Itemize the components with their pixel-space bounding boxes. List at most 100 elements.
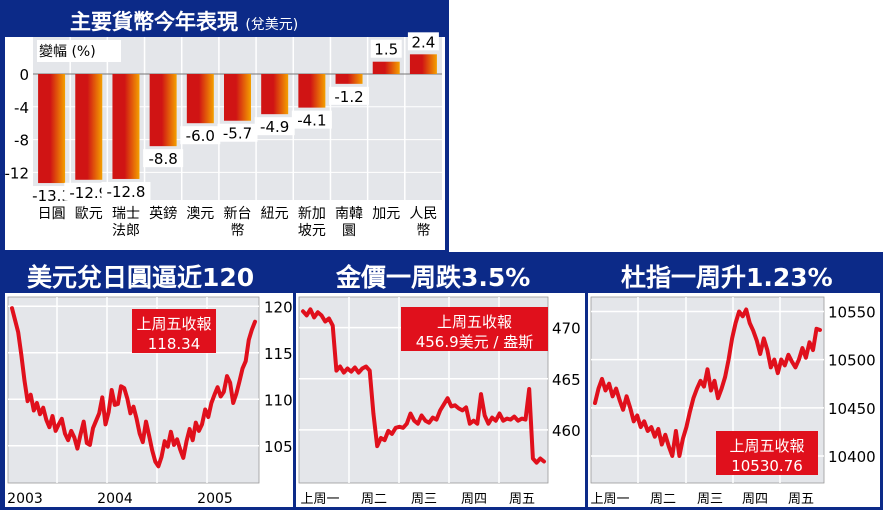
x-tick-label: 周二 (650, 492, 676, 507)
price-line (301, 307, 546, 465)
x-tick-label: 周五 (788, 492, 814, 507)
x-category-label: 歐元 (75, 206, 103, 222)
gold-chart-box: 460 465 470 上周一 周二 周三 周四 周五 上周五收報 456.9美元 / 盎斯 (296, 293, 585, 507)
x-tick-label: 周三 (697, 492, 723, 507)
x-category-label: 日圓 (38, 206, 66, 222)
bar-value-label: 2.4 (411, 33, 435, 51)
bar-value-label-bg (143, 149, 184, 168)
y-tick-label: 120 (264, 298, 293, 316)
x-category-label: 加元 (372, 206, 400, 222)
x-tick-label: 周四 (742, 492, 768, 507)
y-tick-label: 465 (552, 371, 581, 389)
usdjpy-chart-box: 105 110 115 120 2003 2004 2005 上周五收報 118.34 (5, 293, 293, 507)
bar-value-label-bg (64, 182, 114, 201)
close-price-text: 456.9美元 / 盎斯 (416, 333, 534, 351)
y-tick-label: -12 (5, 164, 30, 182)
x-category-label: 英鎊 (149, 205, 177, 222)
bar-value-label: -8.8 (148, 150, 177, 168)
bar-panel-subtitle: (兌美元) (245, 17, 299, 33)
bottom-panels: 美元兌日圓逼近120 金價一周跌3.5% 杜指一周升1.23% 105 110 11… (0, 252, 883, 510)
dow-title: 杜指一周升1.23% (621, 263, 833, 292)
bar-value-label: 1.5 (374, 41, 398, 59)
x-tick-label: 上周一 (590, 492, 629, 507)
x-category-label: 新台 (224, 206, 252, 222)
x-tick-label: 周三 (411, 492, 437, 507)
bar-value-label-bg (180, 126, 221, 145)
x-tick-label: 周二 (361, 492, 387, 507)
y-tick-label: 0 (19, 66, 29, 84)
price-line (593, 307, 822, 458)
bar (149, 74, 177, 147)
bar-value-label: -6.0 (186, 127, 215, 145)
x-category-label: 幣 (231, 223, 245, 239)
bar-value-label-bg (370, 39, 402, 58)
close-price-text: 上周五收報 (729, 437, 804, 455)
price-line (10, 306, 257, 469)
dow-chart-svg: 10400 10450 10500 10550 上周一 周二 周三 周四 周五 上周五收報 1053… (590, 296, 876, 507)
bar-value-label-bg (329, 86, 370, 105)
x-category-label: 法郎 (112, 223, 140, 239)
bar-chart-panel: 主要貨幣今年表現 (兌美元) 0 -4 -8 -12 變幅 (%) -13.3 日圓 -12.… (0, 0, 449, 252)
y-tick-label: 470 (552, 320, 581, 338)
close-price-text: 上周五收報 (136, 315, 211, 333)
x-tick-label: 周四 (461, 492, 487, 507)
usdjpy-title: 美元兌日圓逼近120 (27, 263, 255, 292)
y-tick-label: 10450 (828, 400, 876, 418)
y-tick-label: 10400 (828, 448, 876, 466)
y-tick-label: 10500 (828, 352, 876, 370)
bar (409, 54, 437, 74)
x-tick-label: 2003 (7, 491, 43, 507)
bar-value-label: -5.7 (223, 125, 252, 143)
y-tick-label: 110 (264, 391, 293, 409)
bar (112, 74, 140, 179)
bar (38, 74, 66, 184)
y-tick-label: -8 (14, 132, 29, 150)
y-tick-label: 105 (264, 438, 293, 456)
x-category-label: 坡元 (298, 223, 326, 239)
bar (186, 74, 214, 124)
bar-panel-title: 主要貨幣今年表現 (兌美元) (70, 6, 298, 36)
close-price-box (132, 309, 216, 353)
y-tick-label: 115 (264, 345, 293, 363)
bar (298, 74, 326, 108)
bar-value-label: -4.1 (297, 112, 326, 130)
bar-value-label-bg (217, 123, 258, 142)
y-tick-label: 10550 (828, 303, 876, 321)
x-tick-label: 上周一 (300, 492, 339, 507)
bar-value-label: -12.8 (107, 183, 146, 201)
x-tick-label: 2004 (97, 491, 133, 507)
bar-value-label: -12.9 (69, 184, 108, 202)
x-category-label: 幣 (416, 223, 430, 239)
close-price-text: 118.34 (148, 335, 201, 353)
x-category-label: 圜 (342, 223, 356, 239)
x-tick-label: 2005 (197, 491, 233, 507)
bar-value-label-bg (101, 181, 151, 200)
bar-panel-title-text: 主要貨幣今年表現 (70, 10, 238, 34)
bar (335, 74, 363, 84)
close-price-text: 上周五收報 (437, 313, 512, 331)
bar-value-label: -1.2 (334, 88, 363, 106)
close-price-box (401, 307, 548, 351)
bar (261, 74, 289, 115)
x-category-label: 人民 (409, 206, 437, 222)
bar-ylabel: 變幅 (%) (39, 44, 96, 60)
gold-title: 金價一周跌3.5% (336, 263, 531, 292)
bar-value-label: -4.9 (260, 118, 289, 136)
bar-ylabel-bg (37, 40, 121, 62)
x-tick-label: 周五 (509, 492, 535, 507)
x-category-label: 瑞士 (112, 206, 140, 222)
x-category-label: 南韓 (335, 206, 363, 222)
x-category-label: 紐元 (261, 206, 289, 222)
bar-value-label-bg (407, 32, 439, 51)
bar (372, 61, 400, 74)
bar-value-label-bg (291, 110, 332, 129)
bar-value-label-bg (27, 186, 77, 205)
close-price-text: 10530.76 (731, 457, 803, 475)
usdjpy-chart-svg: 105 110 115 120 2003 2004 2005 上周五收報 118.34 (7, 296, 293, 507)
y-tick-label: -4 (14, 99, 29, 117)
x-category-label: 新加 (298, 206, 326, 222)
bar-value-label: -13.3 (32, 187, 71, 205)
gold-chart-svg: 460 465 470 上周一 周二 周三 周四 周五 上周五收報 456.9美元 / 盎斯 (298, 296, 581, 507)
bar-value-label-bg (254, 117, 295, 136)
dow-chart-box: 10400 10450 10500 10550 上周一 周二 周三 周四 周五 上周五收報 1053… (588, 293, 880, 507)
